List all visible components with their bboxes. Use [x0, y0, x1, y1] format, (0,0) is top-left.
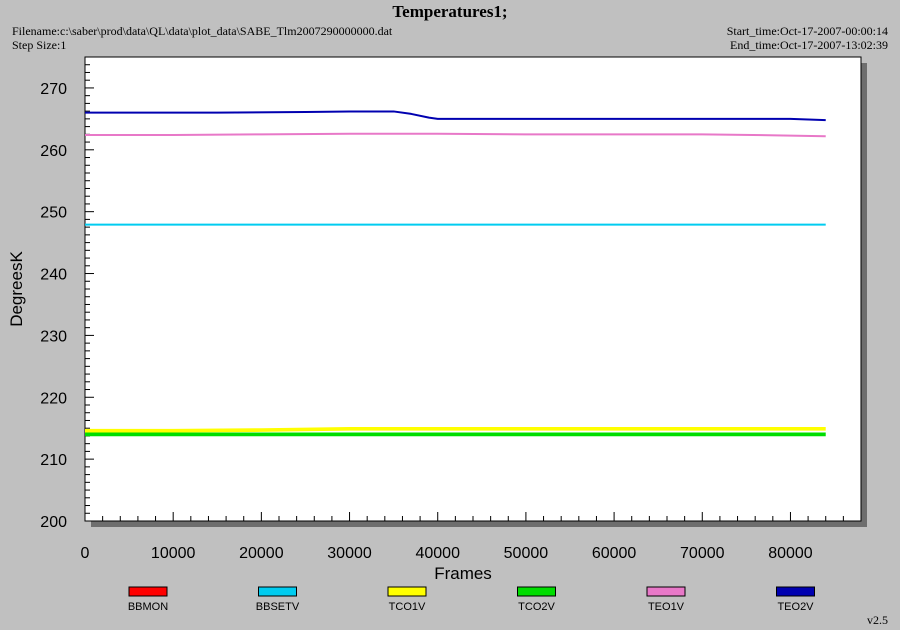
legend-label-teo2v: TEO2V — [777, 601, 814, 613]
y-tick-label: 200 — [40, 514, 67, 531]
legend-swatch-teo1v — [646, 586, 686, 597]
y-axis-title: DegreesK — [7, 251, 26, 327]
y-tick-label: 220 — [40, 390, 67, 407]
step-size-text: Step Size:1 — [12, 38, 67, 52]
chart-title: Temperatures1; — [392, 2, 508, 21]
x-tick-label: 20000 — [239, 545, 284, 562]
version-label: v2.5 — [867, 613, 888, 627]
legend-swatch-bbmon — [128, 586, 168, 597]
series-line-tco1v — [85, 426, 826, 433]
x-tick-label: 30000 — [327, 545, 372, 562]
legend-swatch-tco2v — [517, 586, 556, 597]
y-tick-label: 230 — [40, 328, 67, 345]
y-tick-label: 210 — [40, 452, 67, 469]
legend-swatch-bbsetv — [258, 586, 297, 597]
legend-label-tco2v: TCO2V — [518, 601, 555, 613]
x-tick-label: 40000 — [415, 545, 460, 562]
legend-swatch-tco1v — [387, 586, 427, 597]
x-tick-label: 50000 — [504, 545, 549, 562]
legend-label-teo1v: TEO1V — [648, 601, 685, 613]
x-tick-label: 60000 — [592, 545, 637, 562]
x-tick-label: 70000 — [680, 545, 725, 562]
legend-label-bbsetv: BBSETV — [256, 601, 300, 613]
x-tick-label: 0 — [81, 545, 90, 562]
y-tick-label: 240 — [40, 267, 67, 284]
end-time-text: End_time:Oct-17-2007-13:02:39 — [730, 38, 888, 52]
x-tick-label: 80000 — [768, 545, 813, 562]
y-tick-label: 250 — [40, 205, 67, 222]
y-tick-label: 260 — [40, 143, 67, 160]
legend-label-tco1v: TCO1V — [389, 601, 426, 613]
series-line-teo2v — [85, 110, 826, 122]
y-tick-label: 270 — [40, 81, 67, 98]
plot-area — [84, 56, 862, 522]
series-line-teo1v — [85, 132, 826, 138]
start-time-text: Start_time:Oct-17-2007-00:00:14 — [726, 24, 888, 38]
x-axis-title: Frames — [434, 564, 492, 583]
legend-label-bbmon: BBMON — [128, 601, 168, 613]
x-tick-label: 10000 — [151, 545, 196, 562]
filename-text: Filename:c:\saber\prod\data\QL\data\plot… — [12, 24, 393, 38]
legend-swatch-teo2v — [776, 586, 815, 597]
